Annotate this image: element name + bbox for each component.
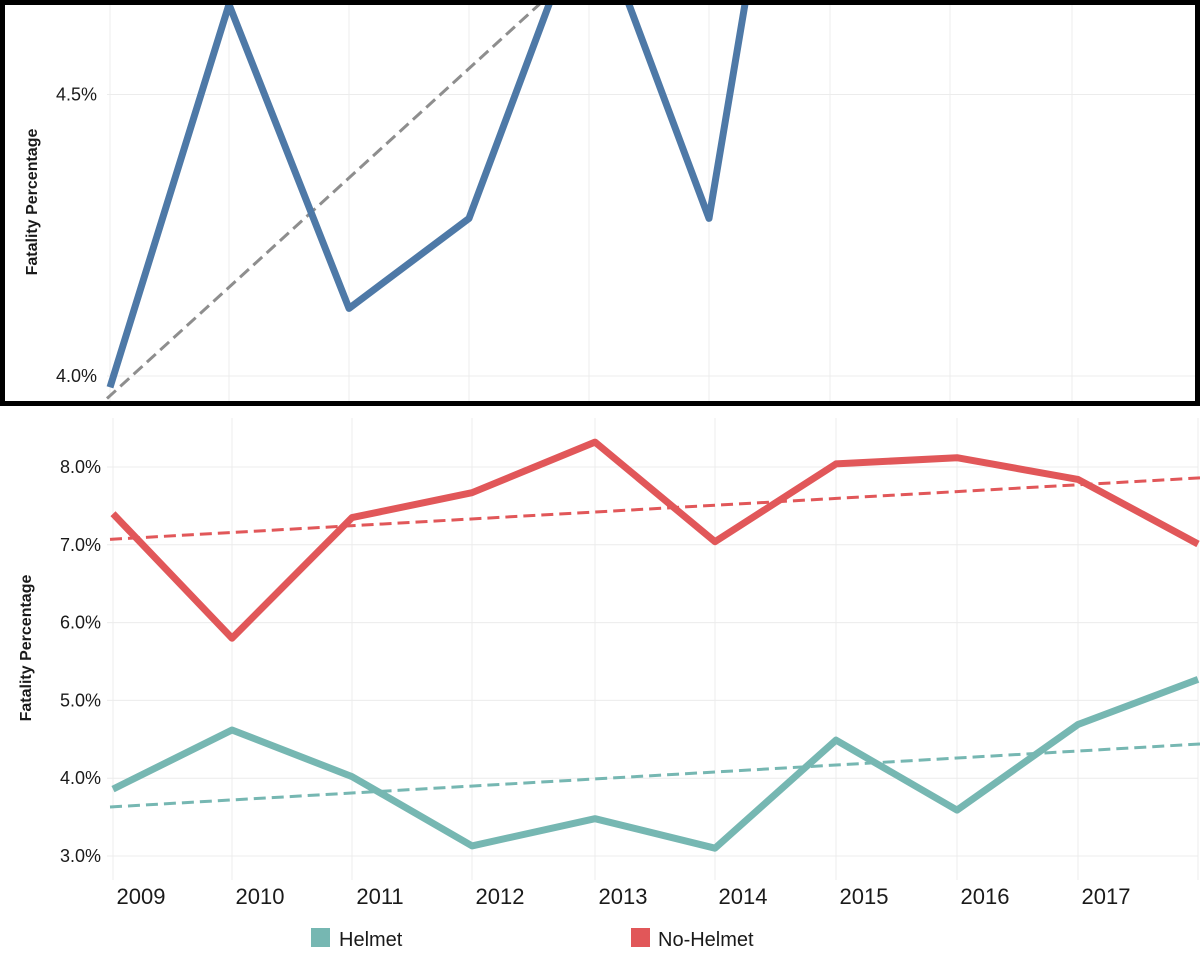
x-tick-label: 2010 [236, 884, 285, 909]
top-trendlines [105, 0, 547, 400]
y-tick-label: 4.5% [56, 85, 97, 105]
bottom-line-chart: 3.0% 4.0% 5.0% 6.0% 7.0% 8.0% 2009 2010 2011 201… [18, 418, 1200, 909]
x-tick-label: 2017 [1082, 884, 1131, 909]
top-y-axis-title: Fatality Percentage [24, 129, 41, 276]
y-tick-label: 7.0% [60, 535, 101, 555]
trendline [109, 742, 1200, 809]
top-panel-frame [0, 0, 1200, 406]
bottom-gridlines [107, 418, 1199, 880]
x-tick-label: 2011 [356, 884, 403, 909]
legend-label-helmet: Helmet [339, 929, 403, 951]
bottom-series-lines [110, 438, 1200, 852]
x-tick-label: 2013 [599, 884, 648, 909]
y-tick-label: 4.0% [56, 366, 97, 386]
x-tick-labels: 2009201020112012201320142015201620172018 [117, 884, 1131, 909]
x-tick-label: 2016 [961, 884, 1010, 909]
legend-label-no-helmet: No-Helmet [658, 929, 754, 951]
legend: Helmet No-Helmet [311, 928, 754, 951]
trendline [105, 0, 547, 400]
series-line [111, 676, 1200, 852]
y-tick-label: 8.0% [60, 457, 101, 477]
y-tick-label: 5.0% [60, 690, 101, 710]
trendline [109, 476, 1200, 541]
legend-swatch-helmet [311, 928, 330, 947]
top-line-chart: 4.0%4.5%5.0%5.5% Fatality Percentage [0, 0, 1200, 406]
x-tick-label: 2015 [840, 884, 889, 909]
bottom-y-tick-labels: 3.0% 4.0% 5.0% 6.0% 7.0% 8.0% [60, 457, 101, 866]
series-line [106, 0, 750, 389]
top-y-tick-labels: 4.0%4.5%5.0%5.5% [56, 85, 97, 387]
x-tick-label: 2012 [476, 884, 525, 909]
bottom-y-axis-title: Fatality Percentage [18, 575, 35, 722]
series-line [110, 438, 1200, 642]
x-tick-label: 2014 [719, 884, 768, 909]
y-tick-label: 6.0% [60, 613, 101, 633]
top-series-lines [106, 0, 750, 389]
y-tick-label: 4.0% [60, 768, 101, 788]
x-tick-label: 2009 [117, 884, 166, 909]
y-tick-label: 3.0% [60, 846, 101, 866]
bottom-trendlines [109, 476, 1200, 809]
legend-swatch-no-helmet [631, 928, 650, 947]
